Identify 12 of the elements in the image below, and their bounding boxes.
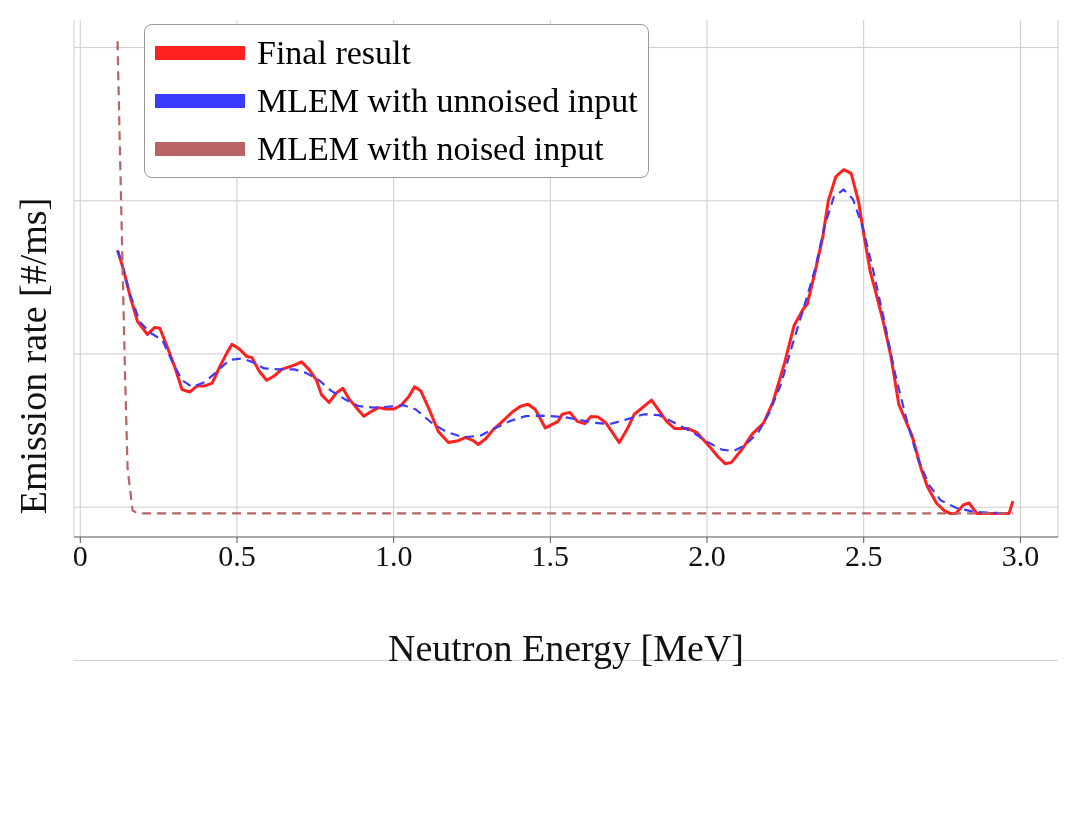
x-axis-title: Neutron Energy [MeV]	[388, 627, 744, 669]
y-axis-title: Emission rate [#/ms]	[11, 197, 55, 514]
x-tick-label: 2.5	[844, 539, 883, 573]
x-tick-label: 2.0	[688, 539, 726, 573]
x-tick-label: 0	[72, 539, 88, 573]
x-tick-label: 0.5	[218, 539, 256, 573]
x-tick-label: 3.0	[1001, 539, 1040, 573]
x-tick-label: 1.5	[531, 539, 570, 573]
legend-label: MLEM with noised input	[257, 129, 604, 169]
x-tick-label: 1.0	[374, 539, 413, 573]
legend-label: MLEM with unnoised input	[257, 81, 638, 121]
legend-label: Final result	[257, 33, 411, 73]
